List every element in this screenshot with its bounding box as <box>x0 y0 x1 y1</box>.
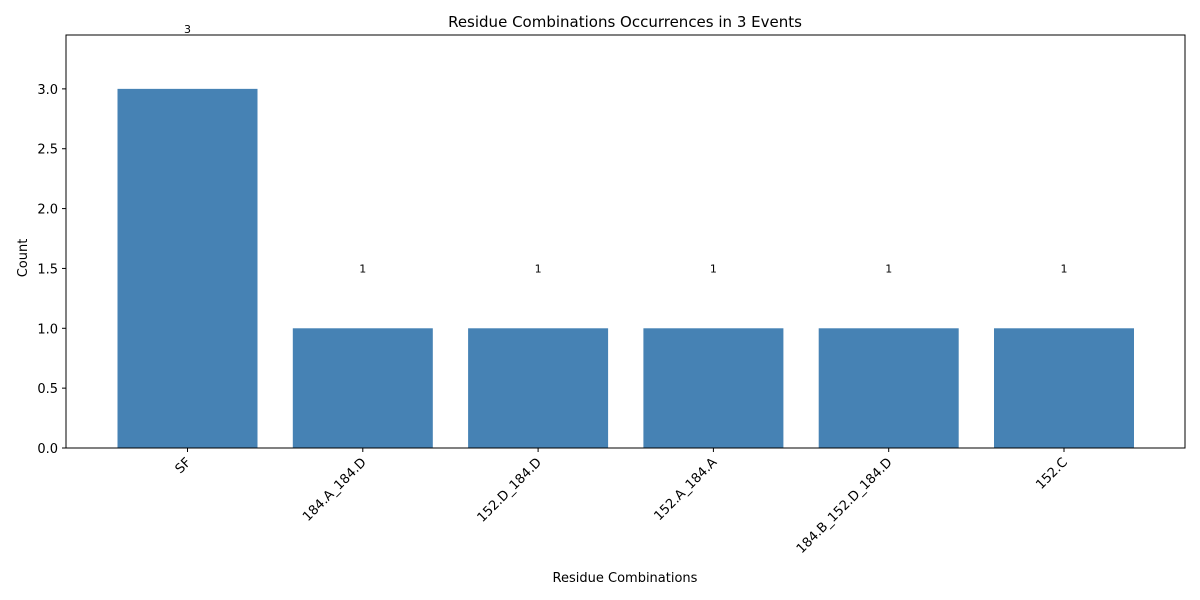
y-tick-label-2: 1.0 <box>37 322 58 337</box>
bar-0 <box>117 88 258 448</box>
y-tick-label-6: 3.0 <box>37 83 58 98</box>
y-tick-label-0: 0.0 <box>37 442 58 457</box>
x-tick-label-1: 184.A_184.D <box>300 455 370 525</box>
y-tick-label-5: 2.5 <box>37 143 58 158</box>
x-axis-label: Residue Combinations <box>553 571 698 586</box>
data-label-1: 1 <box>359 262 366 275</box>
y-axis-label: Count <box>16 239 31 278</box>
plot-area-frame <box>65 34 1186 449</box>
data-label-4: 1 <box>885 262 892 275</box>
bar-2 <box>468 328 609 448</box>
bar-5 <box>994 328 1134 448</box>
bar-1 <box>292 328 433 448</box>
data-labels-group: 3 1 1 1 1 1 <box>184 23 1068 275</box>
bar-3 <box>643 328 784 448</box>
x-tick-label-0: SF <box>173 455 195 477</box>
data-label-5: 1 <box>1061 262 1068 275</box>
chart-title: Residue Combinations Occurrences in 3 Ev… <box>448 13 802 31</box>
y-tick-label-4: 2.0 <box>37 203 58 218</box>
data-label-3: 1 <box>710 262 717 275</box>
x-tick-label-3: 152.A_184.A <box>652 455 721 524</box>
x-tick-label-2: 152.D_184.D <box>475 455 545 525</box>
y-tick-label-3: 1.5 <box>37 262 58 277</box>
bar-4 <box>818 328 959 448</box>
data-label-0: 3 <box>184 23 191 36</box>
y-axis: 0.0 0.5 1.0 1.5 2.0 2.5 3.0 <box>37 83 66 457</box>
data-label-2: 1 <box>535 262 542 275</box>
x-tick-label-4: 184.B_152.D_184.D <box>794 455 896 557</box>
bars-group <box>117 88 1134 448</box>
x-axis: SF 184.A_184.D 152.D_184.D 152.A_184.A 184.B… <box>173 448 1071 557</box>
x-tick-label-5: 152.C <box>1033 455 1070 492</box>
y-tick-label-1: 0.5 <box>37 382 58 397</box>
